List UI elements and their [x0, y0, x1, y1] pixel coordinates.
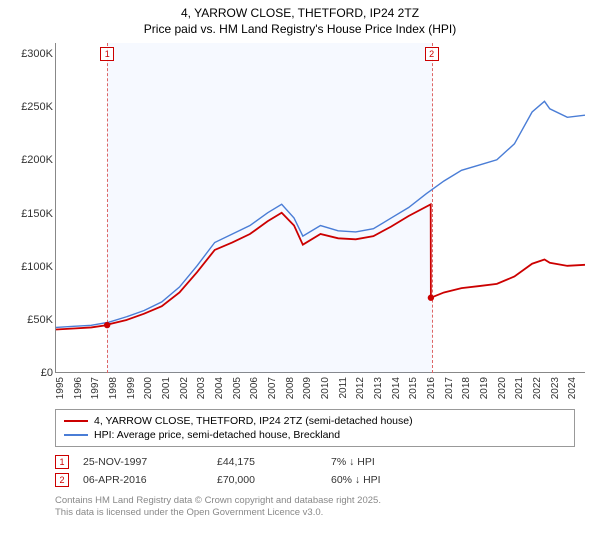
transaction-price: £70,000	[217, 474, 317, 486]
x-tick-label: 2012	[355, 377, 366, 399]
chart-area: £0£50K£100K£150K£200K£250K£300K 12 19951…	[10, 43, 590, 403]
transaction-row: 2 06-APR-2016 £70,000 60% ↓ HPI	[55, 471, 575, 489]
x-tick-label: 1998	[108, 377, 119, 399]
legend-row: 4, YARROW CLOSE, THETFORD, IP24 2TZ (sem…	[64, 414, 566, 428]
series-property	[56, 204, 585, 329]
x-tick-label: 2019	[479, 377, 490, 399]
y-tick-label: £150K	[21, 208, 53, 220]
x-tick-label: 2006	[249, 377, 260, 399]
legend-swatch	[64, 434, 88, 436]
x-tick-label: 2014	[391, 377, 402, 399]
y-axis: £0£50K£100K£150K£200K£250K£300K	[10, 43, 55, 373]
transaction-marker: 2	[55, 473, 69, 487]
marker-dot	[104, 322, 110, 328]
y-tick-label: £100K	[21, 261, 53, 273]
plot-area: 12	[55, 43, 585, 373]
x-tick-label: 2003	[196, 377, 207, 399]
title-subtitle: Price paid vs. HM Land Registry's House …	[10, 22, 590, 38]
series-hpi	[56, 102, 585, 328]
legend-row: HPI: Average price, semi-detached house,…	[64, 428, 566, 442]
transaction-date: 25-NOV-1997	[83, 456, 203, 468]
x-tick-label: 2004	[214, 377, 225, 399]
marker-box: 1	[100, 47, 114, 61]
x-tick-label: 2017	[444, 377, 455, 399]
transaction-date: 06-APR-2016	[83, 474, 203, 486]
x-tick-label: 2013	[373, 377, 384, 399]
x-tick-label: 2024	[567, 377, 578, 399]
legend-label: HPI: Average price, semi-detached house,…	[94, 429, 340, 441]
x-tick-label: 1995	[55, 377, 66, 399]
x-tick-label: 2009	[302, 377, 313, 399]
transaction-price: £44,175	[217, 456, 317, 468]
transaction-row: 1 25-NOV-1997 £44,175 7% ↓ HPI	[55, 453, 575, 471]
chart-lines-svg	[56, 43, 585, 372]
x-tick-label: 2010	[320, 377, 331, 399]
y-tick-label: £200K	[21, 154, 53, 166]
x-tick-label: 2015	[408, 377, 419, 399]
x-tick-label: 2016	[426, 377, 437, 399]
x-tick-label: 2007	[267, 377, 278, 399]
y-tick-label: £50K	[27, 314, 53, 326]
legend-swatch	[64, 420, 88, 422]
x-tick-label: 2005	[232, 377, 243, 399]
legend-label: 4, YARROW CLOSE, THETFORD, IP24 2TZ (sem…	[94, 415, 413, 427]
chart-container: 4, YARROW CLOSE, THETFORD, IP24 2TZ Pric…	[0, 0, 600, 560]
x-tick-label: 2000	[143, 377, 154, 399]
x-tick-label: 1997	[90, 377, 101, 399]
y-tick-label: £300K	[21, 48, 53, 60]
x-tick-label: 2008	[285, 377, 296, 399]
footer: Contains HM Land Registry data © Crown c…	[55, 495, 590, 519]
x-tick-label: 2023	[550, 377, 561, 399]
x-tick-label: 2022	[532, 377, 543, 399]
y-tick-label: £250K	[21, 101, 53, 113]
title-address: 4, YARROW CLOSE, THETFORD, IP24 2TZ	[10, 6, 590, 22]
footer-copyright: Contains HM Land Registry data © Crown c…	[55, 495, 590, 507]
x-tick-label: 1996	[73, 377, 84, 399]
marker-dot	[428, 295, 434, 301]
x-tick-label: 2002	[179, 377, 190, 399]
transaction-hpi: 7% ↓ HPI	[331, 456, 451, 468]
x-axis: 1995 1996 1997 1998 1999 2000 2001 2002 2003 2004…	[55, 373, 585, 403]
transaction-hpi: 60% ↓ HPI	[331, 474, 451, 486]
y-tick-label: £0	[41, 367, 53, 379]
legend: 4, YARROW CLOSE, THETFORD, IP24 2TZ (sem…	[55, 409, 575, 447]
x-tick-label: 2021	[514, 377, 525, 399]
title-block: 4, YARROW CLOSE, THETFORD, IP24 2TZ Pric…	[10, 6, 590, 37]
transaction-marker: 1	[55, 455, 69, 469]
footer-licence: This data is licensed under the Open Gov…	[55, 507, 590, 519]
transactions-table: 1 25-NOV-1997 £44,175 7% ↓ HPI 2 06-APR-2016 £…	[55, 453, 575, 489]
x-tick-label: 2020	[497, 377, 508, 399]
x-tick-label: 1999	[126, 377, 137, 399]
x-tick-label: 2011	[338, 377, 349, 399]
x-tick-label: 2001	[161, 377, 172, 399]
x-tick-label: 2018	[461, 377, 472, 399]
marker-box: 2	[425, 47, 439, 61]
